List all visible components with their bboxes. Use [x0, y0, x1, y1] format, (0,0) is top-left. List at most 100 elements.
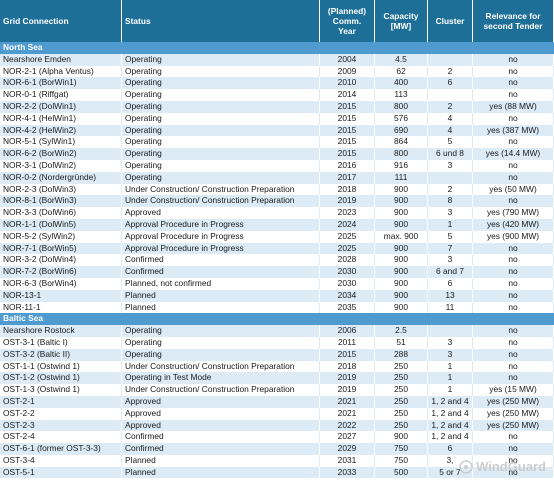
relevance-cell: no [473, 254, 554, 267]
year-cell: 2031 [320, 454, 375, 467]
year-cell: 2019 [320, 372, 375, 385]
year-cell: 2024 [320, 218, 375, 231]
year-cell: 2015 [320, 148, 375, 160]
cluster-cell: 2 [428, 100, 473, 113]
capacity-cell: 900 [375, 301, 428, 314]
year-cell: 2010 [320, 77, 375, 90]
relevance-cell: no [473, 277, 554, 290]
table-row: NOR-3-1 (DolWin2) Operating 2016 916 3 no [0, 159, 554, 172]
table-row: OST-1-2 (Ostwind 1) Operating in Test Mod… [0, 372, 554, 385]
grid-connection-cell: NOR-13-1 [0, 289, 122, 302]
cluster-cell [428, 171, 473, 184]
capacity-cell: 900 [375, 218, 428, 231]
capacity-cell: 900 [375, 266, 428, 278]
grid-connection-cell: NOR-6-3 (BorWin4) [0, 277, 122, 290]
year-cell: 2030 [320, 266, 375, 278]
cluster-cell: 2 [428, 183, 473, 196]
year-cell: 2021 [320, 407, 375, 420]
watermark: WindGuard [459, 459, 546, 474]
year-cell: 2018 [320, 183, 375, 196]
year-cell: 2017 [320, 171, 375, 184]
cluster-cell: 5 [428, 136, 473, 149]
status-cell: Operating [122, 325, 320, 337]
year-cell: 2006 [320, 325, 375, 337]
grid-connection-cell: NOR-5-2 (SylWin2) [0, 230, 122, 243]
grid-connection-cell: NOR-1-1 (DolWin5) [0, 218, 122, 231]
status-cell: Confirmed [122, 254, 320, 267]
capacity-cell: 864 [375, 136, 428, 149]
relevance-cell: no [473, 53, 554, 66]
status-cell: Confirmed [122, 266, 320, 278]
grid-connection-cell: OST-1-2 (Ostwind 1) [0, 372, 122, 385]
cluster-cell: 4 [428, 112, 473, 125]
status-cell: Operating [122, 89, 320, 101]
cluster-cell: 1 [428, 360, 473, 373]
relevance-cell: no [473, 77, 554, 90]
cluster-cell: 1, 2 and 4 [428, 419, 473, 432]
relevance-cell: no [473, 65, 554, 78]
year-cell: 2015 [320, 112, 375, 125]
cluster-cell: 6 [428, 277, 473, 290]
grid-connection-cell: OST-1-1 (Ostwind 1) [0, 360, 122, 373]
grid-connection-cell: NOR-0-1 (Riffgat) [0, 89, 122, 101]
grid-connection-cell: NOR-0-2 (Nordergründe) [0, 171, 122, 184]
cluster-cell: 1, 2 and 4 [428, 407, 473, 420]
capacity-cell: 750 [375, 454, 428, 467]
table-row: NOR-3-2 (DolWin4) Confirmed 2028 900 3 no [0, 254, 554, 267]
capacity-cell: 916 [375, 159, 428, 172]
capacity-cell: 900 [375, 254, 428, 267]
status-cell: Operating [122, 171, 320, 184]
relevance-cell: yes (250 MW) [473, 419, 554, 432]
status-cell: Operating [122, 112, 320, 125]
table-row: OST-2-3 Approved 2022 250 1, 2 and 4 yes (250… [0, 419, 554, 432]
header-cell: (Planned) Comm. Year [320, 0, 375, 42]
relevance-cell: yes (900 MW) [473, 230, 554, 243]
table-row: NOR-11-1 Planned 2035 900 11 no [0, 301, 554, 314]
status-cell: Operating [122, 65, 320, 78]
relevance-cell: no [473, 159, 554, 172]
table-row: OST-2-1 Approved 2021 250 1, 2 and 4 yes (250… [0, 395, 554, 408]
status-cell: Planned [122, 466, 320, 479]
capacity-cell: 800 [375, 148, 428, 160]
grid-connection-cell: NOR-11-1 [0, 301, 122, 314]
grid-connection-cell: NOR-6-2 (BorWin2) [0, 148, 122, 160]
capacity-cell: 900 [375, 242, 428, 255]
table-row: Nearshore Rostock Operating 2006 2.5 no [0, 325, 554, 337]
cluster-cell: 1, 2 and 4 [428, 431, 473, 444]
relevance-cell: no [473, 89, 554, 101]
capacity-cell: 250 [375, 384, 428, 396]
table-row: NOR-7-1 (BorWin5) Approval Procedure in P… [0, 242, 554, 255]
table-row: NOR-0-1 (Riffgat) Operating 2014 113 no [0, 89, 554, 101]
grid-connection-cell: NOR-3-2 (DolWin4) [0, 254, 122, 267]
relevance-cell: no [473, 325, 554, 337]
relevance-cell: no [473, 443, 554, 455]
section-title: Baltic Sea [0, 313, 554, 326]
grid-connection-cell: NOR-2-2 (DolWin1) [0, 100, 122, 113]
status-cell: Approved [122, 395, 320, 408]
relevance-cell: yes (387 MW) [473, 124, 554, 137]
cluster-cell: 1, 2 and 4 [428, 395, 473, 408]
table-row: OST-3-2 (Baltic II) Operating 2015 288 3 no [0, 348, 554, 361]
table-row: NOR-8-1 (BorWin3) Under Construction/ Con… [0, 195, 554, 208]
capacity-cell: 288 [375, 348, 428, 361]
status-cell: Planned [122, 301, 320, 314]
table-row: OST-6-1 (former OST-3-3) Confirmed 2029 750… [0, 443, 554, 455]
table-row: NOR-0-2 (Nordergründe) Operating 2017 111 no [0, 171, 554, 184]
table-row: OST-1-3 (Ostwind 1) Under Construction/ C… [0, 384, 554, 396]
grid-connection-cell: NOR-3-3 (DolWin6) [0, 207, 122, 219]
year-cell: 2015 [320, 124, 375, 137]
capacity-cell: 250 [375, 419, 428, 432]
grid-connection-cell: Nearshore Rostock [0, 325, 122, 337]
relevance-cell: no [473, 136, 554, 149]
cluster-cell: 3, [428, 454, 473, 467]
status-cell: Planned [122, 454, 320, 467]
status-cell: Planned, not confirmed [122, 277, 320, 290]
table-row: OST-5-1 Planned 2033 500 5 or 7 no [0, 466, 554, 479]
capacity-cell: 111 [375, 171, 428, 184]
grid-connection-cell: NOR-2-3 (DolWin3) [0, 183, 122, 196]
cluster-cell: 3 [428, 207, 473, 219]
grid-connection-cell: OST-3-1 (Baltic I) [0, 336, 122, 349]
grid-connection-cell: NOR-2-1 (Alpha Ventus) [0, 65, 122, 78]
status-cell: Operating [122, 148, 320, 160]
grid-connection-cell: NOR-7-2 (BorWin6) [0, 266, 122, 278]
